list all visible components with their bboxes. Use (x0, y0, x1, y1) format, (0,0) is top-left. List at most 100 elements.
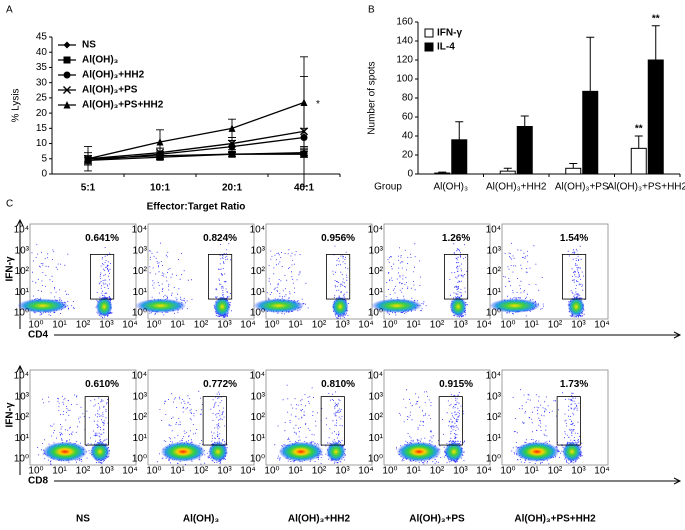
error-bar (569, 163, 578, 169)
y-axis-title: % Lysis (11, 88, 22, 122)
marker (300, 98, 308, 106)
y-tick-label: 100 (396, 74, 413, 85)
x-tick-label: 10³ (335, 320, 350, 331)
y-tick-label: 20 (402, 150, 414, 161)
y-tick-label: 10¹ (487, 433, 502, 444)
y-tick-label: 0 (41, 169, 47, 180)
y-tick-label: 45 (36, 32, 48, 43)
legend-marker (63, 41, 71, 49)
density-core (331, 296, 349, 317)
bar (630, 147, 647, 175)
y-tick-label: 30 (36, 77, 48, 88)
x-tick-label: 10² (312, 466, 327, 477)
y-tick-label: 40 (36, 47, 48, 58)
density-core (396, 441, 442, 462)
x-tick-label: 10⁰ (382, 466, 397, 477)
y-tick-label: 10⁴ (368, 225, 383, 236)
legend-swatch (424, 28, 434, 38)
density-core (449, 296, 467, 317)
density-core (567, 296, 585, 317)
y-tick-label: 10⁴ (132, 371, 147, 382)
gate (320, 396, 345, 446)
marker (228, 139, 236, 148)
bar (451, 139, 468, 175)
x-tick-label: 10² (548, 466, 563, 477)
x-tick-label: 10³ (99, 466, 114, 477)
y-tick-label: 10¹ (251, 287, 266, 298)
y-tick-label: 10² (251, 266, 266, 277)
y-tick-label: 10⁰ (486, 308, 501, 319)
x-tick-label: 10¹ (170, 466, 185, 477)
density-core (278, 441, 324, 462)
x-tick-label: 10⁴ (594, 466, 609, 477)
x-axis-title: CD8 (28, 476, 48, 487)
y-tick-label: 10⁴ (132, 225, 147, 236)
density-core (326, 441, 346, 462)
legend-swatch (424, 42, 434, 52)
series-line (87, 130, 305, 160)
density-core (160, 441, 206, 462)
axis-arrow (54, 477, 682, 485)
y-tick-label: 10⁴ (486, 225, 501, 236)
x-tick-label: 10² (76, 466, 91, 477)
x-tick-label: 10³ (453, 466, 468, 477)
y-tick-label: 10¹ (133, 433, 148, 444)
bar (565, 167, 582, 175)
x-tick-label: 10¹ (524, 466, 539, 477)
x-tick-label: Al(OH)₃+HH2 (486, 182, 547, 193)
density-core (253, 298, 305, 313)
y-tick-label: 10² (487, 266, 502, 277)
density-core (208, 441, 228, 462)
y-tick-label: 10² (133, 266, 148, 277)
x-tick-label: 10¹ (52, 466, 67, 477)
y-tick-label: 10¹ (133, 287, 148, 298)
annotation: ** (635, 124, 643, 135)
y-tick-label: 10⁰ (250, 308, 265, 319)
y-tick-label: 10⁴ (14, 371, 29, 382)
x-tick-label: 10⁴ (122, 320, 137, 331)
legend-marker (63, 56, 71, 64)
axis-arrow (16, 364, 24, 475)
x-tick-label: 10³ (217, 320, 232, 331)
gate-percent: 0.772% (203, 379, 237, 390)
density-core (135, 298, 187, 313)
x-tick-label: 10⁴ (476, 320, 491, 331)
column-label: Al(OH)₃ (183, 514, 220, 525)
y-tick-label: 10⁰ (14, 308, 29, 319)
x-tick-label: 10⁰ (28, 320, 43, 331)
y-tick-label: 10⁰ (368, 454, 383, 465)
y-tick-label: 10⁰ (368, 308, 383, 319)
y-tick-label: 15 (36, 123, 48, 134)
x-tick-label: 10³ (217, 466, 232, 477)
error-bar (503, 167, 512, 172)
legend-label: Al(OH)₃+PS (82, 85, 138, 96)
x-tick-label: Al(OH)₃ (433, 182, 468, 193)
gate-percent: 1.73% (560, 379, 588, 390)
y-tick-label: 10¹ (15, 433, 30, 444)
density-core (371, 298, 423, 313)
gate (326, 253, 351, 300)
y-tick-label: 10⁴ (486, 371, 501, 382)
panel-label: C (6, 199, 13, 210)
density-core (90, 441, 110, 462)
x-tick-label: 10³ (335, 466, 350, 477)
x-tick-label: 40:1 (294, 183, 314, 194)
legend-label: Al(OH)₃ (82, 55, 119, 66)
x-axis-title: CD4 (28, 330, 48, 341)
y-tick-label: 10¹ (15, 287, 30, 298)
gate (208, 253, 233, 300)
y-tick-label: 10⁰ (250, 454, 265, 465)
x-axis-title: Group (374, 182, 402, 193)
legend-label: IFN-γ (437, 28, 462, 39)
gate (444, 253, 469, 300)
y-tick-label: 10 (36, 138, 48, 149)
panel-label: B (368, 5, 375, 16)
marker (228, 150, 236, 158)
y-tick-label: 10² (15, 266, 30, 277)
